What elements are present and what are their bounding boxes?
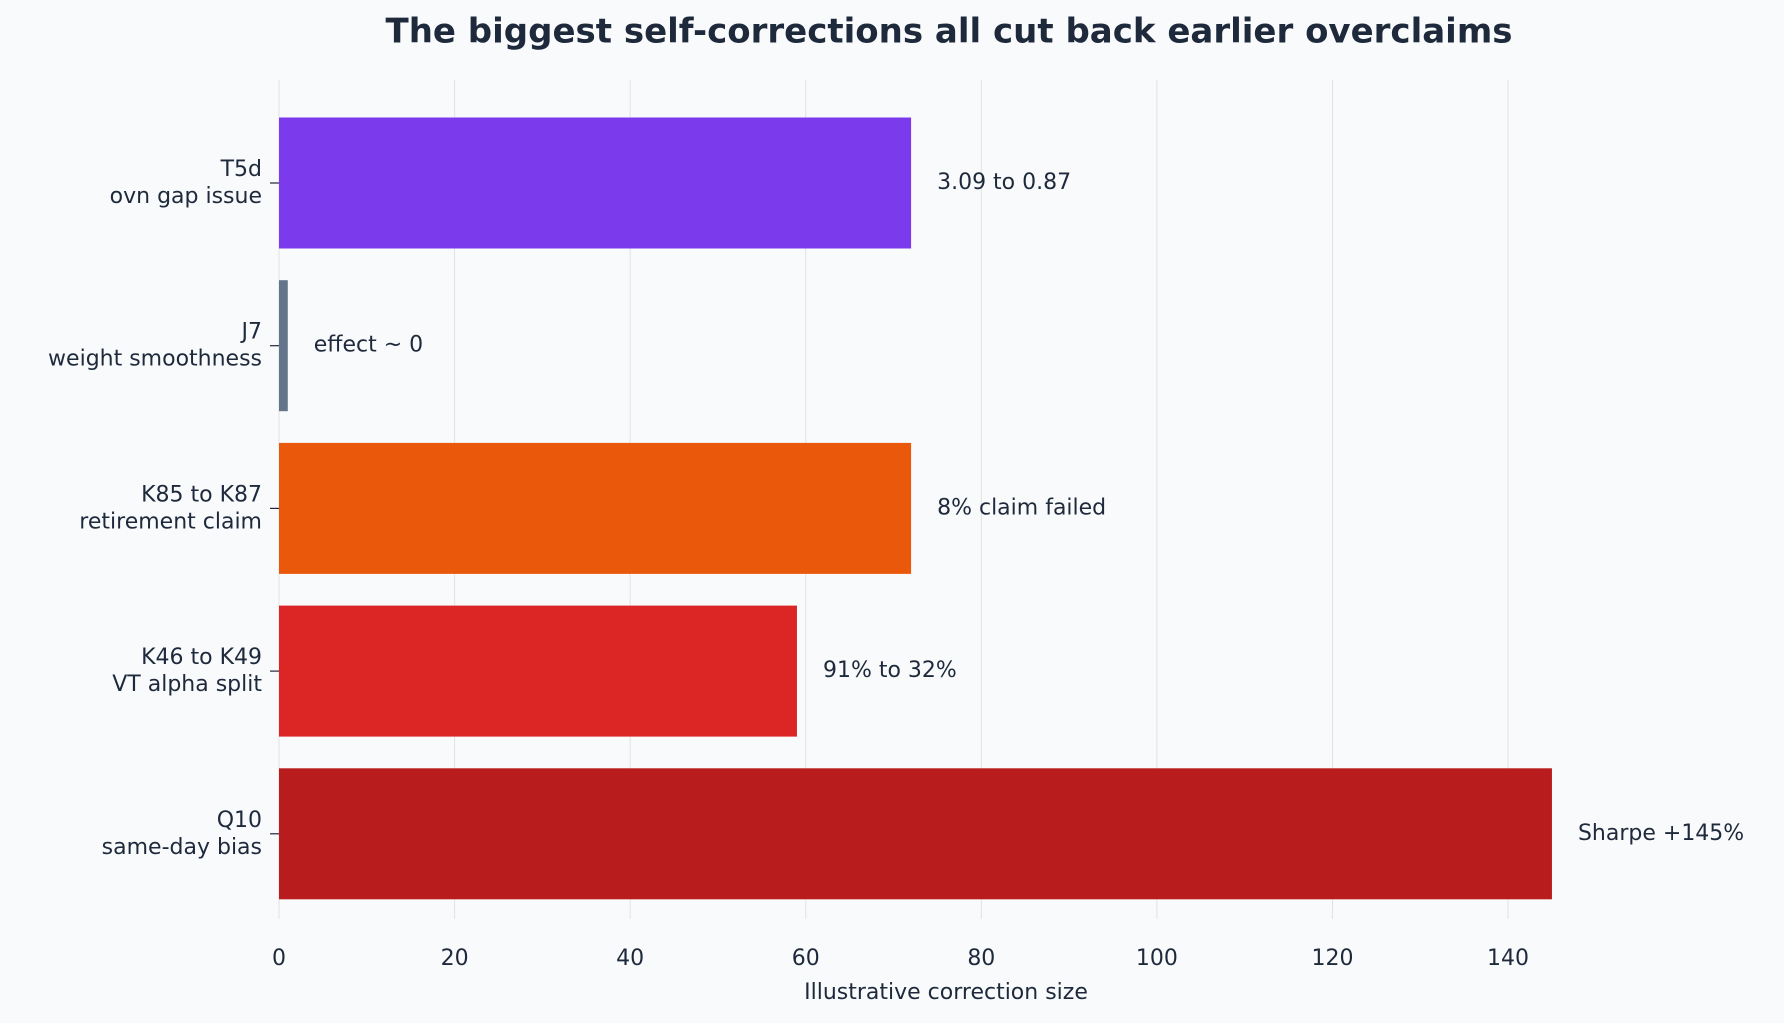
y-tick-label-line: T5d <box>220 157 262 182</box>
bar <box>279 280 288 412</box>
x-tick-label: 80 <box>967 946 995 971</box>
x-tick-label: 140 <box>1487 946 1529 971</box>
chart-title: The biggest self-corrections all cut bac… <box>386 12 1513 52</box>
y-tick-label: K46 to K49 VT alpha split <box>112 645 262 697</box>
y-tick-label-line: K46 to K49 <box>141 645 262 670</box>
y-tick-label-line: weight smoothness <box>48 347 262 372</box>
y-tick-label-line: ovn gap issue <box>110 184 262 209</box>
y-tick-label-line: Q10 <box>217 808 262 833</box>
y-tick-label-line: J7 <box>240 320 263 345</box>
x-axis-label: Illustrative correction size <box>804 980 1088 1005</box>
y-tick-label-line: VT alpha split <box>112 672 262 697</box>
y-tick-label: K85 to K87 retirement claim <box>79 482 262 534</box>
x-tick-label: 0 <box>272 946 286 971</box>
y-tick-label-line: K85 to K87 <box>141 482 262 507</box>
bar-annotation: 8% claim failed <box>937 495 1106 520</box>
x-tick-label: 60 <box>792 946 820 971</box>
y-tick-label: J7 weight smoothness <box>48 320 262 372</box>
bar-annotation: 3.09 to 0.87 <box>937 170 1071 195</box>
y-tick-label-line: same-day bias <box>102 835 262 860</box>
y-tick-label: Q10 same-day bias <box>102 808 262 860</box>
bar <box>279 768 1552 900</box>
bar-annotation: effect ~ 0 <box>314 333 423 358</box>
x-tick-label: 20 <box>441 946 469 971</box>
y-tick-label: T5d ovn gap issue <box>110 157 262 209</box>
bar-annotation: Sharpe +145% <box>1578 821 1744 846</box>
x-tick-label: 120 <box>1311 946 1353 971</box>
bar <box>279 442 912 574</box>
y-tick-label-line: retirement claim <box>79 509 262 534</box>
bar <box>279 117 912 249</box>
x-tick-label: 100 <box>1136 946 1178 971</box>
bar-annotation: 91% to 32% <box>823 658 957 683</box>
x-tick-label: 40 <box>616 946 644 971</box>
bar <box>279 605 797 737</box>
